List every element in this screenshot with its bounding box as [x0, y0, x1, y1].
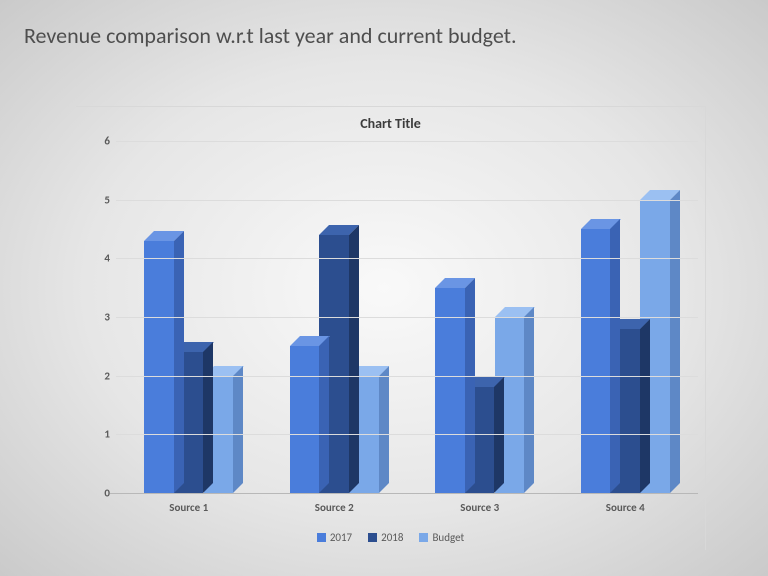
bar [581, 229, 611, 493]
legend-swatch [317, 533, 326, 542]
x-category-label: Source 4 [553, 493, 699, 514]
legend-label: 2018 [381, 531, 403, 544]
revenue-chart: Chart Title Source 1Source 2Source 3Sour… [76, 106, 706, 550]
bar [290, 346, 320, 493]
legend-item: Budget [419, 530, 464, 544]
gridline [116, 141, 698, 142]
legend-swatch [419, 533, 428, 542]
y-tick-label: 3 [90, 311, 110, 324]
x-category-label: Source 1 [116, 493, 262, 514]
y-tick-label: 6 [90, 135, 110, 148]
legend-swatch [368, 533, 377, 542]
gridline [116, 258, 698, 259]
x-category-label: Source 3 [407, 493, 553, 514]
bar [435, 288, 465, 493]
legend-label: Budget [432, 531, 464, 544]
y-tick-label: 1 [90, 428, 110, 441]
bar [144, 241, 174, 493]
y-tick-label: 2 [90, 369, 110, 382]
gridline [116, 200, 698, 201]
gridline [116, 317, 698, 318]
y-tick-label: 4 [90, 252, 110, 265]
legend-item: 2018 [368, 530, 403, 544]
baseline [110, 493, 698, 494]
slide: Revenue comparison w.r.t last year and c… [0, 0, 768, 576]
y-tick-label: 0 [90, 487, 110, 500]
chart-legend: 2017 2018 Budget [76, 530, 705, 544]
chart-title: Chart Title [76, 115, 705, 132]
gridline [116, 376, 698, 377]
legend-label: 2017 [330, 531, 352, 544]
gridline [116, 434, 698, 435]
y-tick-label: 5 [90, 193, 110, 206]
legend-item: 2017 [317, 530, 352, 544]
x-category-label: Source 2 [262, 493, 408, 514]
chart-plot: Source 1Source 2Source 3Source 4 0123456 [116, 141, 698, 493]
slide-heading: Revenue comparison w.r.t last year and c… [24, 22, 684, 50]
